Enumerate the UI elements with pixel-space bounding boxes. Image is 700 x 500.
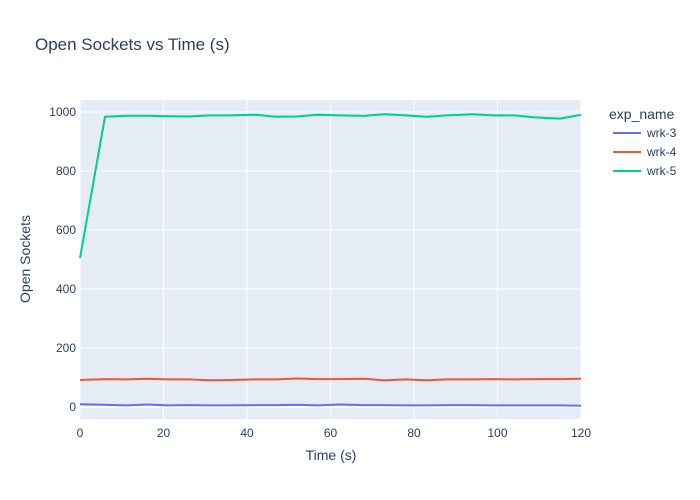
- y-axis-title: Open Sockets: [17, 215, 33, 303]
- x-axis-ticks: 0 20 40 60 80 100 120: [77, 426, 592, 440]
- legend-label: wrk-5: [646, 164, 677, 178]
- x-tick-label: 20: [157, 426, 171, 440]
- x-tick-label: 120: [571, 426, 591, 440]
- x-tick-label: 40: [240, 426, 254, 440]
- legend-item-wrk-5[interactable]: wrk-5: [613, 164, 677, 178]
- x-axis-title: Time (s): [306, 447, 357, 463]
- series-lines: [79, 113, 582, 407]
- y-tick-label: 1000: [49, 105, 76, 119]
- x-tick-label: 60: [324, 426, 338, 440]
- x-tick-label: 100: [487, 426, 507, 440]
- legend-item-wrk-4[interactable]: wrk-4: [613, 145, 677, 159]
- x-tick-label: 0: [77, 426, 84, 440]
- legend-item-wrk-3[interactable]: wrk-3: [613, 126, 677, 140]
- y-tick-label: 600: [56, 223, 76, 237]
- x-tick-label: 80: [407, 426, 421, 440]
- series-line-wrk-4: [79, 377, 582, 382]
- chart-title: Open Sockets vs Time (s): [35, 35, 230, 54]
- legend-label: wrk-4: [646, 145, 677, 159]
- gridlines: [79, 100, 582, 419]
- y-tick-label: 200: [56, 341, 76, 355]
- y-tick-label: 400: [56, 282, 76, 296]
- legend-label: wrk-3: [646, 126, 677, 140]
- series-line-wrk-3: [79, 403, 582, 407]
- legend-title: exp_name: [609, 106, 675, 122]
- legend[interactable]: wrk-3 wrk-4 wrk-5: [613, 126, 677, 178]
- series-line-wrk-5: [79, 113, 582, 259]
- y-axis-ticks: 0 200 400 600 800 1000: [49, 105, 76, 414]
- y-tick-label: 800: [56, 164, 76, 178]
- y-tick-label: 0: [69, 400, 76, 414]
